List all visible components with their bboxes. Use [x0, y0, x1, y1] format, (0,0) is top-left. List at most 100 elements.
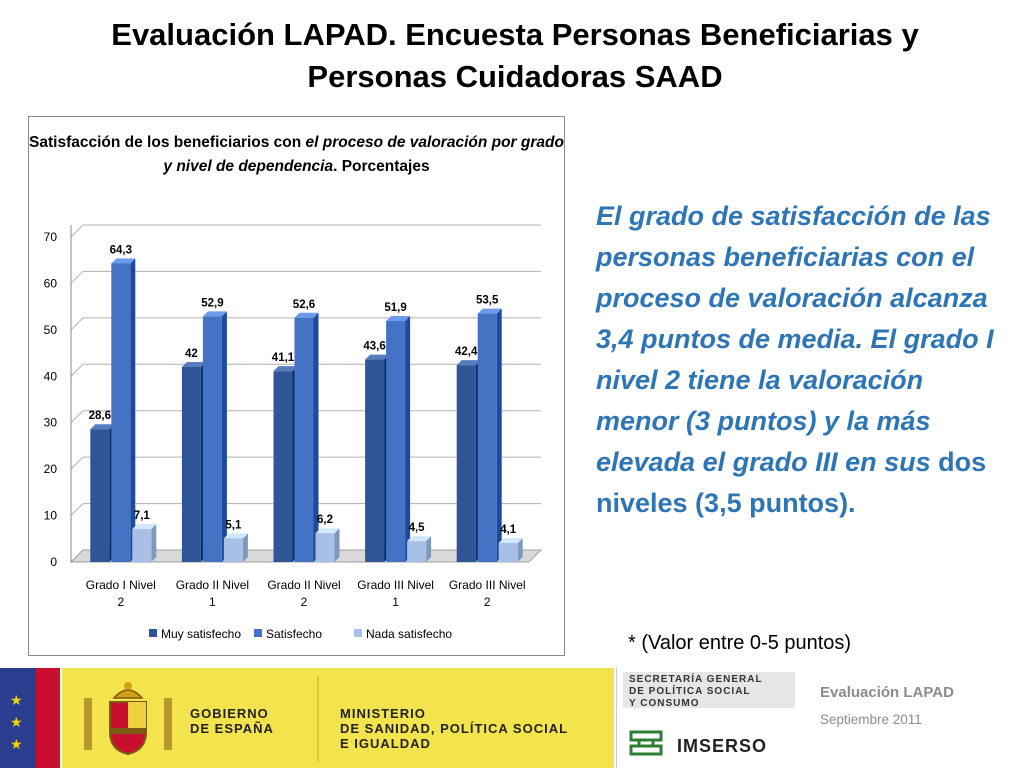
- category-label: Grado I Nivel: [86, 578, 156, 592]
- category-label: 2: [117, 595, 124, 609]
- bar-side: [496, 308, 502, 562]
- category-label: 1: [209, 595, 216, 609]
- bar: [365, 359, 385, 562]
- chart-frame: Satisfacción de los beneficiarios con el…: [28, 116, 565, 656]
- imserso-logo-icon: [629, 730, 663, 756]
- bar-top: [498, 537, 523, 543]
- y-tick-label: 40: [44, 369, 58, 383]
- data-label: 41,1: [272, 352, 295, 364]
- ministry-line-2: DE SANIDAD, POLÍTICA SOCIAL: [340, 721, 569, 736]
- eu-flag-icon: ★ ★ ★: [0, 668, 60, 768]
- bar-top: [365, 354, 390, 360]
- category-label: Grado II Nivel: [267, 578, 340, 592]
- chart-title: Satisfacción de los beneficiarios con el…: [29, 131, 564, 179]
- bar-top: [90, 424, 115, 430]
- data-label: 52,9: [201, 297, 223, 309]
- bar: [315, 533, 335, 562]
- bar: [294, 317, 314, 562]
- footnote: * (Valor entre 0-5 puntos): [628, 632, 852, 654]
- ministry-line-1: MINISTERIO: [340, 706, 426, 721]
- legend-label: Satisfecho: [266, 627, 322, 641]
- commentary-text: El grado de satisfacción de las personas…: [596, 196, 996, 524]
- data-label: 43,6: [363, 341, 385, 353]
- data-label: 5,1: [225, 519, 242, 531]
- bar: [386, 321, 406, 562]
- imserso-name: IMSERSO: [677, 736, 768, 756]
- gov-line-2: DE ESPAÑA: [190, 721, 274, 736]
- y-tick-label: 30: [44, 416, 58, 430]
- y-tick-label: 10: [44, 509, 58, 523]
- data-label: 52,6: [293, 299, 315, 311]
- slide-title: Evaluación LAPAD. Encuesta Personas Bene…: [111, 17, 919, 94]
- bar-side: [130, 258, 136, 562]
- bar-side: [426, 536, 432, 562]
- gridline-depth: [70, 363, 84, 377]
- y-tick-label: 0: [50, 555, 57, 569]
- ministry-name: MINISTERIO DE SANIDAD, POLÍTICA SOCIAL E…: [340, 706, 568, 751]
- bar-top: [202, 311, 227, 317]
- bar-side: [151, 524, 157, 562]
- bar-side: [517, 537, 523, 562]
- secretaria-logo-block: SECRETARÍA GENERAL DE POLÍTICA SOCIAL Y …: [616, 668, 805, 768]
- bar-side: [242, 533, 248, 562]
- bar-top: [181, 362, 206, 367]
- gov-line-1: GOBIERNO: [190, 706, 269, 721]
- data-label: 7,1: [134, 510, 151, 522]
- data-label: 6,2: [317, 514, 333, 526]
- bar-top: [273, 366, 298, 372]
- y-tick-label: 70: [44, 230, 58, 244]
- footer-date: Septiembre 2011: [820, 712, 922, 727]
- category-label: Grado II Nivel: [176, 578, 249, 592]
- coat-of-arms-icon: [84, 682, 172, 756]
- government-name: GOBIERNO DE ESPAÑA: [190, 706, 274, 736]
- government-logo-block: GOBIERNO DE ESPAÑA MINISTERIO DE SANIDAD…: [62, 668, 614, 768]
- secretaria-name: SECRETARÍA GENERAL DE POLÍTICA SOCIAL Y …: [623, 672, 795, 709]
- bar-chart: 0 10 20 30 40 50 60 70 28,6 64,3 7,1 Grado I Nivel 2…: [44, 224, 543, 641]
- bar-side: [405, 316, 411, 562]
- secretaria-line-2: DE POLÍTICA SOCIAL: [629, 686, 751, 697]
- bar-side: [313, 312, 319, 562]
- bar: [202, 316, 222, 562]
- bar: [498, 542, 518, 562]
- chart-title-plain: Satisfacción de los beneficiarios con: [29, 134, 306, 151]
- flag-red-stripe: [36, 668, 60, 768]
- legend-swatch: [149, 629, 157, 637]
- bar-top: [132, 524, 157, 530]
- bar-top: [111, 258, 136, 264]
- bar-top: [477, 308, 502, 314]
- bar-top: [294, 312, 319, 318]
- data-label: 64,3: [110, 244, 132, 256]
- bar-top: [407, 536, 432, 542]
- y-tick-label: 50: [44, 323, 58, 337]
- data-label: 51,9: [384, 302, 406, 314]
- gridline-depth: [70, 456, 84, 470]
- category-label: Grado III Nivel: [449, 578, 526, 592]
- category-label: 2: [301, 595, 308, 609]
- data-label: 28,6: [89, 410, 111, 422]
- category-label: Grado III Nivel: [357, 578, 434, 592]
- bar: [477, 313, 497, 562]
- bar-top: [386, 316, 411, 322]
- data-label: 4,1: [500, 524, 517, 536]
- gridline-depth: [70, 410, 84, 424]
- commentary-tail: dos niveles (3,5 puntos).: [596, 447, 987, 518]
- bar-top: [223, 533, 248, 539]
- legend-label: Nada satisfecho: [366, 627, 452, 641]
- bar: [456, 365, 476, 562]
- logo-divider: [317, 676, 319, 762]
- legend-swatch: [254, 629, 262, 637]
- bar-side: [334, 528, 340, 562]
- data-label: 53,5: [476, 295, 499, 307]
- gridline-depth: [70, 503, 84, 516]
- bar: [90, 429, 110, 562]
- category-label: 1: [392, 595, 399, 609]
- secretaria-line-3: Y CONSUMO: [629, 698, 700, 709]
- bar-top: [456, 360, 481, 366]
- footer-eval-label: Evaluación LAPAD: [820, 684, 954, 701]
- gridline-depth: [70, 271, 84, 284]
- legend-swatch: [354, 629, 362, 637]
- star-icon: ★: [10, 692, 23, 708]
- commentary-main: El grado de satisfacción de las personas…: [596, 201, 994, 477]
- bar: [223, 538, 243, 562]
- bar-top: [315, 528, 340, 534]
